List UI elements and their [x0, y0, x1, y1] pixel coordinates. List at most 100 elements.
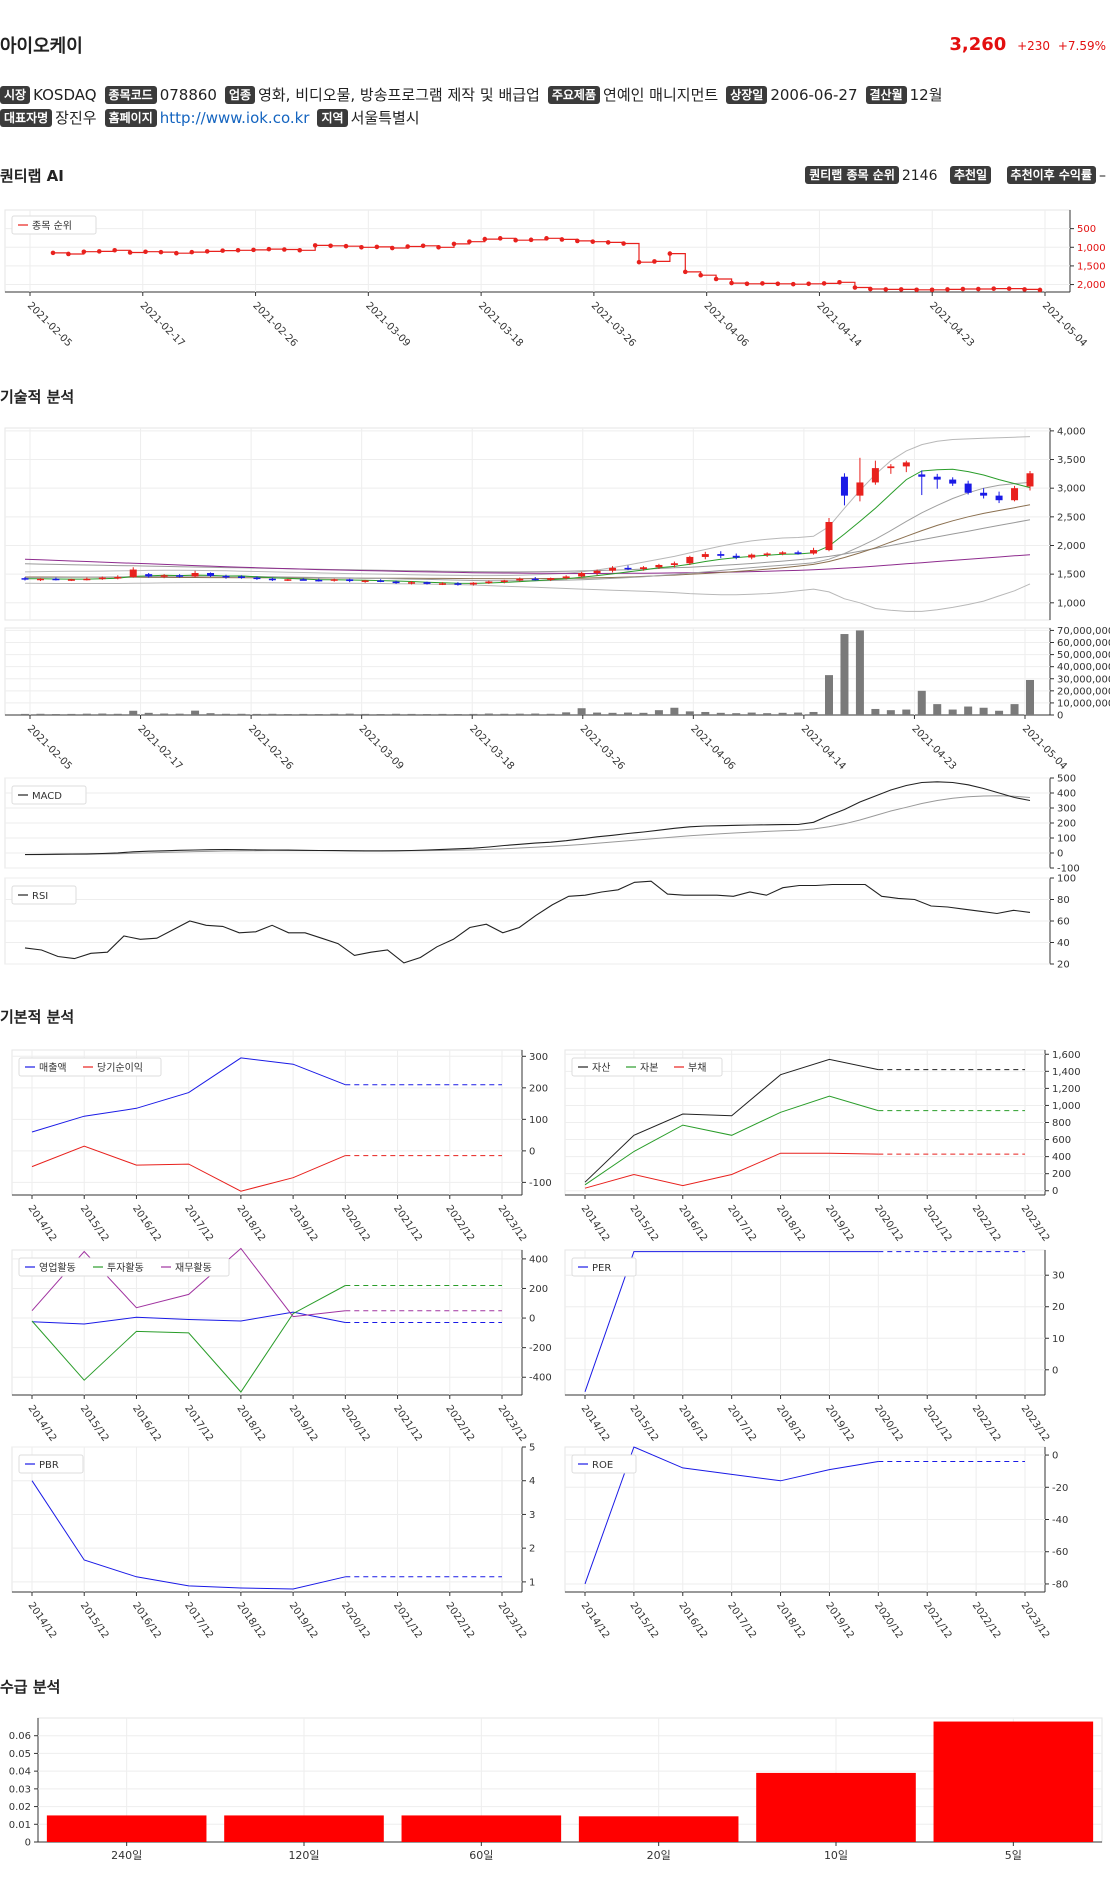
candle-body — [655, 564, 663, 568]
rank-point — [359, 244, 364, 250]
x-tick-label: 2014/12 — [579, 1403, 612, 1443]
volume-bar — [608, 712, 617, 715]
x-tick-label: 2021/12 — [391, 1203, 424, 1243]
rank-point — [929, 287, 935, 293]
series-line — [31, 1247, 346, 1318]
x-tick-label: 2016/12 — [130, 1203, 163, 1243]
macd-chart: -100 0 100 200 300 400 500 MACD — [4, 774, 1080, 875]
info-value: 영화, 비디오물, 방송프로그램 제작 및 배급업 — [258, 86, 540, 104]
x-tick-label: 240일 — [111, 1848, 142, 1862]
legend-box — [11, 215, 97, 235]
x-tick-label: 2021/12 — [391, 1403, 424, 1443]
rank-point — [96, 249, 102, 254]
x-tick-label: 2018/12 — [234, 1600, 267, 1640]
info-badge: 주요제품 — [547, 86, 601, 104]
y-tick-label: 80 — [1057, 895, 1070, 906]
section-title-supply: 수급 분석 — [0, 1678, 61, 1696]
x-tick-label: 2018/12 — [234, 1403, 267, 1443]
volume-bar — [160, 713, 169, 715]
stock-name: 아이오케이 — [0, 36, 83, 57]
rank-point — [204, 249, 210, 254]
candle-body — [810, 550, 818, 554]
rank-point — [790, 281, 796, 287]
rank-point — [575, 238, 580, 244]
x-tick-label: 2023/12 — [496, 1600, 529, 1640]
candle-body — [871, 468, 879, 483]
volume-bar — [593, 712, 602, 715]
x-tick-label: 2021-05-04 — [1020, 723, 1069, 772]
x-tick-label: 2021-02-26 — [250, 300, 299, 349]
rank-point — [112, 247, 117, 253]
x-tick-label: 2016/12 — [676, 1600, 709, 1640]
x-tick-label: 2021-02-17 — [138, 300, 187, 349]
x-tick-label: 2021-03-09 — [363, 300, 412, 349]
info-badge: 종목코드 — [104, 86, 157, 104]
x-tick-label: 2021-04-06 — [702, 300, 751, 349]
volume-bar — [222, 713, 230, 715]
candle-body — [98, 577, 106, 580]
rank-point — [81, 249, 87, 255]
info-value: 2006-06-27 — [770, 86, 858, 104]
x-tick-label: 2021-04-23 — [909, 723, 958, 772]
rank-point — [652, 259, 657, 264]
legend-label: PBR — [39, 1460, 59, 1471]
x-tick-label: 2020/12 — [872, 1600, 905, 1640]
rank-point — [744, 281, 750, 287]
y-tick-label: 400 — [1052, 1152, 1071, 1163]
candle-body — [748, 554, 756, 558]
y-tick-label: 5 — [529, 1443, 535, 1454]
y-tick-label: 100 — [529, 1115, 548, 1126]
volume-bar — [531, 713, 540, 715]
x-tick-label: 20일 — [647, 1848, 671, 1862]
rec-return-value: – — [1099, 168, 1106, 184]
volume-bar — [469, 713, 478, 715]
candle-body — [83, 578, 91, 581]
volume-bar — [21, 713, 29, 715]
supply-bar — [401, 1815, 562, 1842]
volume-bar — [330, 713, 339, 715]
rank-point — [50, 250, 56, 256]
legend-label: 자본 — [640, 1062, 658, 1074]
y-tick-label: 20 — [1052, 1302, 1065, 1313]
plot-area — [4, 427, 1051, 621]
y-tick-label: 200 — [529, 1284, 548, 1295]
series-line — [31, 1057, 346, 1133]
volume-bar — [654, 710, 663, 715]
quantilab-summary: 퀀티랩 종목 순위 2146 추천일 추천이후 수익률 – — [805, 166, 1106, 184]
volume-bar — [484, 713, 493, 715]
candle-body — [485, 581, 493, 584]
x-tick-label: 2021-03-26 — [578, 723, 627, 772]
y-tick-label: 0 — [25, 1838, 31, 1849]
volume-bar — [51, 714, 60, 715]
x-tick-label: 2023/12 — [1019, 1203, 1052, 1243]
x-tick-label: 2021-02-05 — [25, 723, 74, 772]
y-tick-label: 500 — [1077, 224, 1096, 235]
y-tick-label: 2 — [529, 1544, 535, 1555]
x-tick-label: 2020/12 — [339, 1203, 372, 1243]
rank-point — [698, 272, 704, 278]
y-tick-label: 200 — [529, 1083, 548, 1094]
series-line — [31, 1311, 346, 1325]
rank-point — [636, 259, 642, 265]
x-tick-label: 2021-05-04 — [1040, 300, 1089, 349]
candle-body — [1011, 488, 1019, 501]
info-badge: 지역 — [317, 109, 348, 127]
supply-bar — [756, 1772, 916, 1842]
legend-label: RSI — [32, 891, 48, 902]
y-tick-label: 100 — [1057, 834, 1076, 845]
x-tick-label: 2015/12 — [627, 1600, 660, 1640]
candle-body — [284, 579, 292, 581]
candle-body — [686, 556, 694, 564]
homepage-link[interactable]: http://www.iok.co.kr — [159, 109, 310, 127]
candle-body — [191, 573, 199, 577]
y-tick-label: 30,000,000 — [1057, 674, 1110, 685]
volume-bar — [500, 713, 509, 715]
x-tick-label: 2017/12 — [725, 1600, 758, 1640]
y-tick-label: 1,500 — [1077, 261, 1106, 272]
rank-point — [297, 247, 303, 253]
volume-bar — [144, 712, 153, 715]
x-tick-label: 2023/12 — [1019, 1600, 1052, 1640]
series-line — [31, 1285, 346, 1393]
rank-chart: 500 1,000 1,500 2,000 2021-02-05 2021-02-17 20… — [4, 209, 1106, 349]
rank-point — [251, 247, 256, 253]
